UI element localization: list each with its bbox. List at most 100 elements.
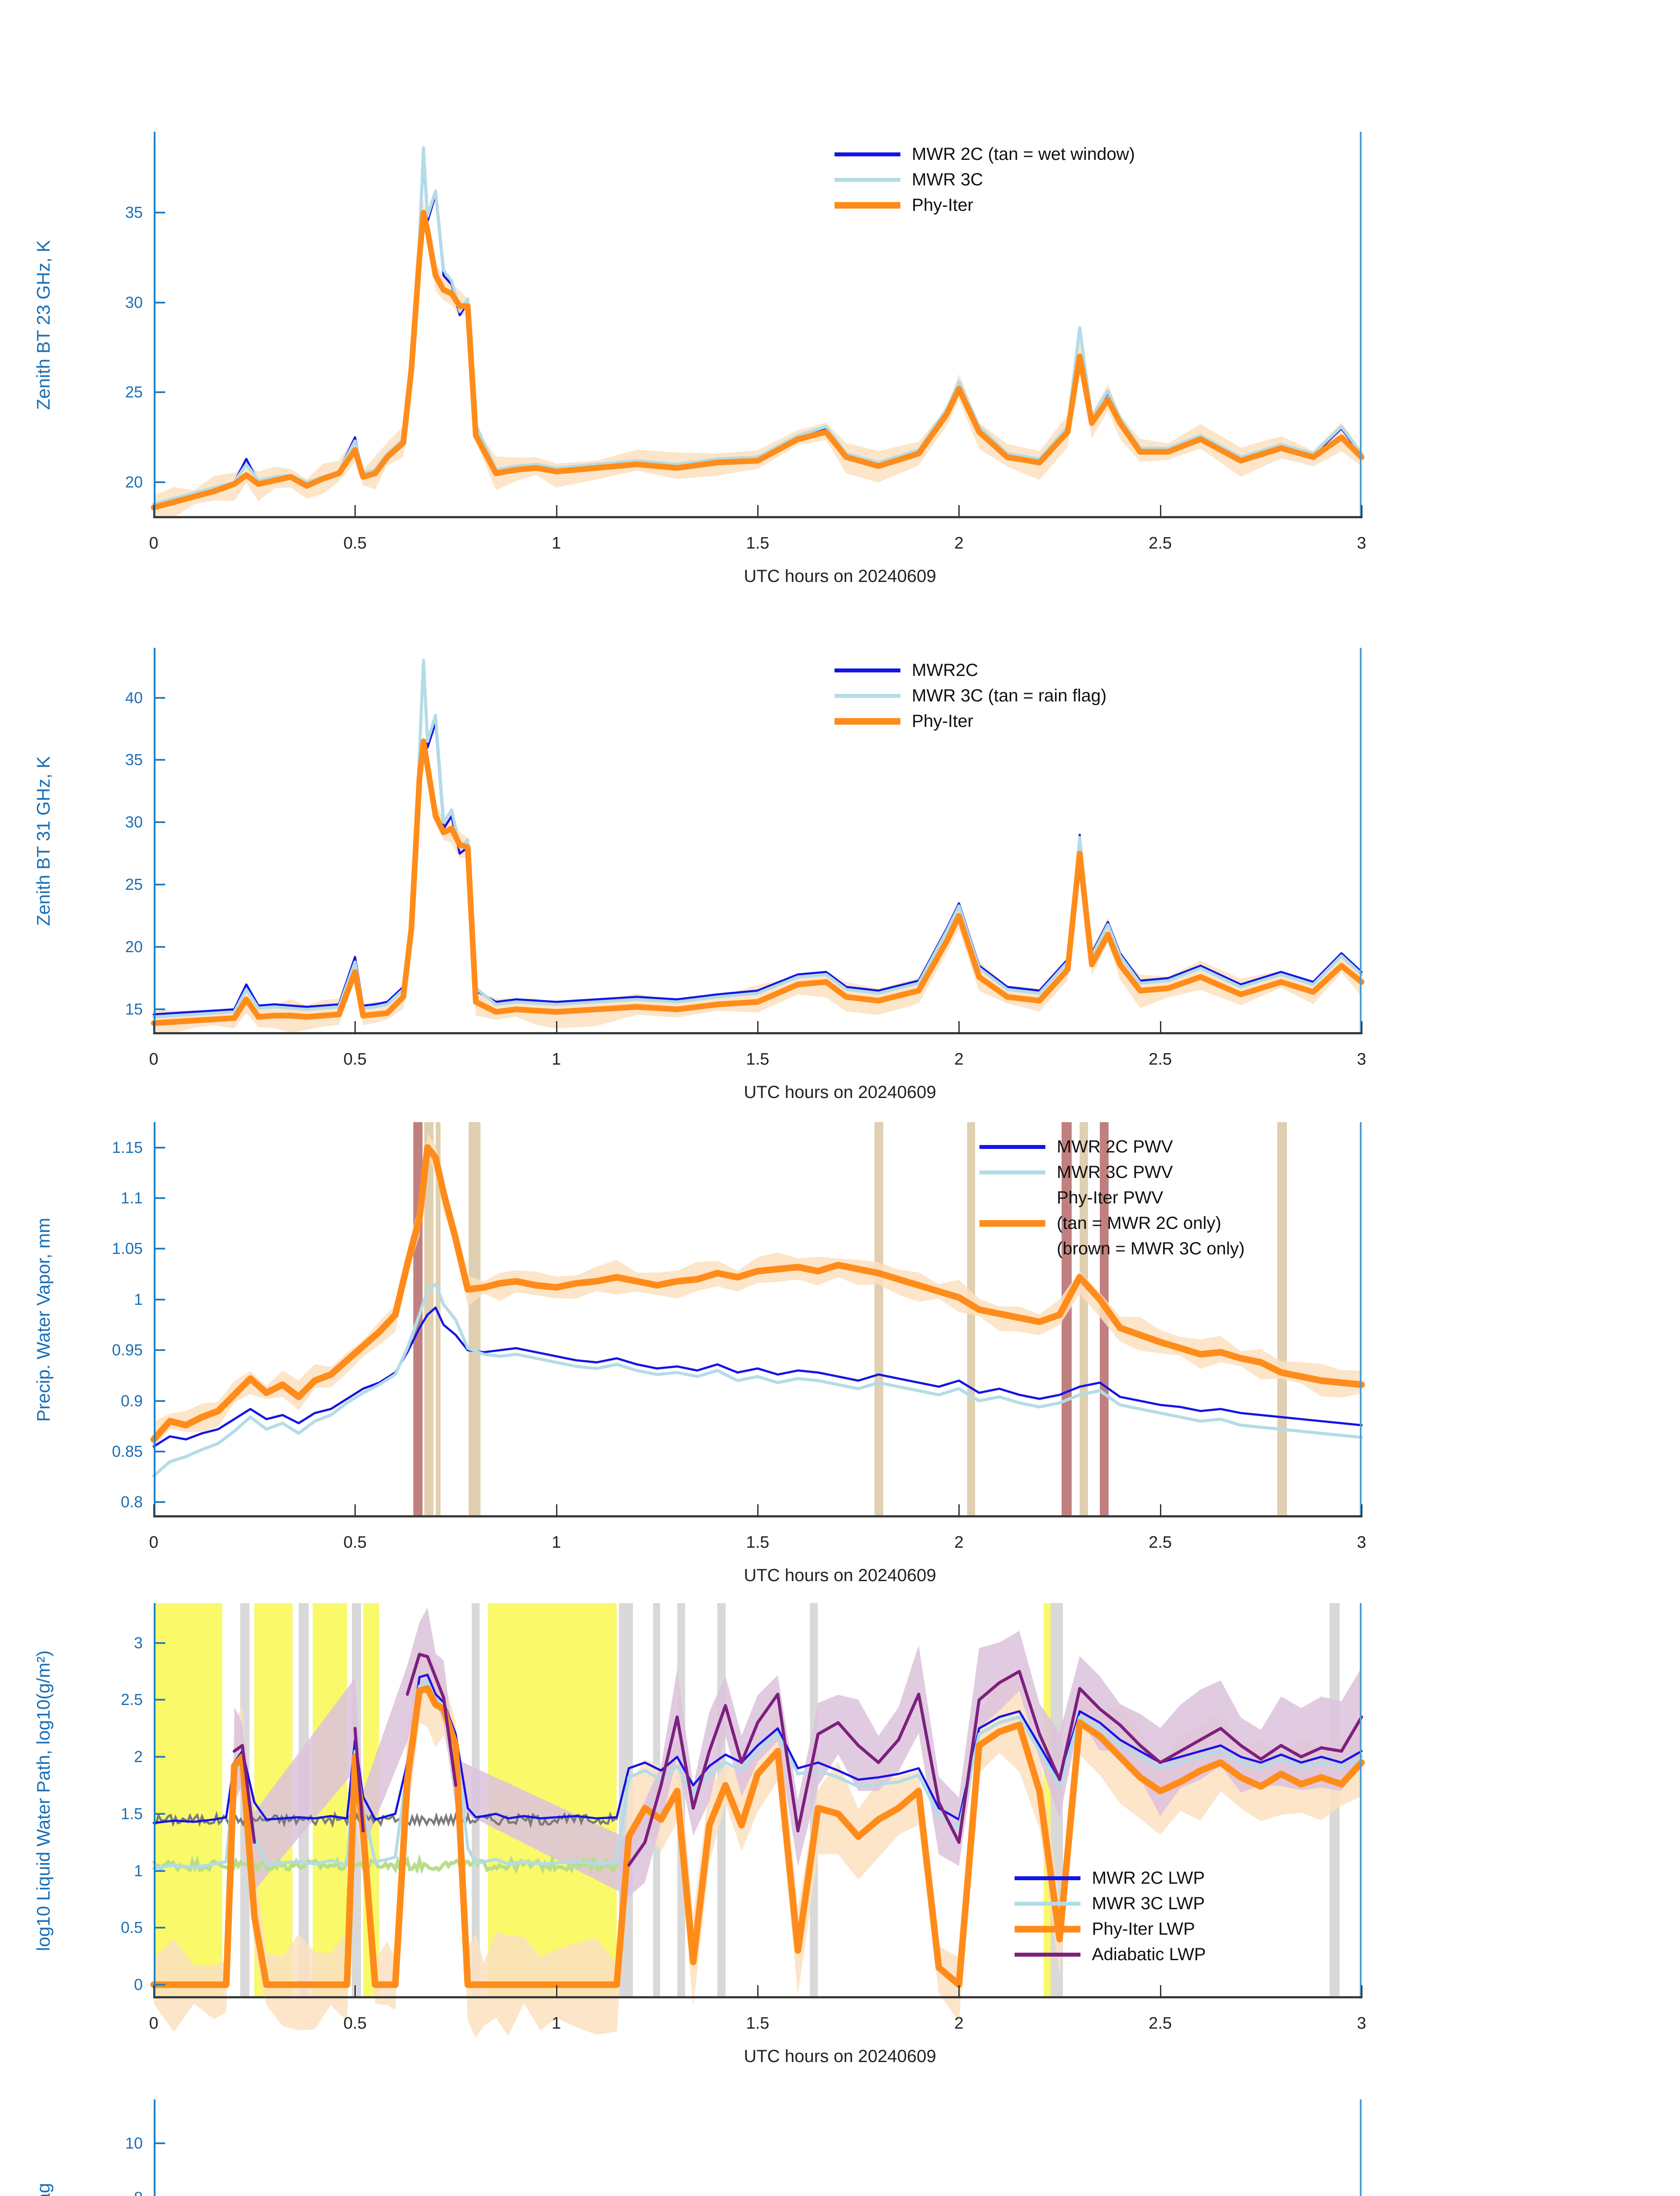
- legend-label: (tan = MWR 2C only): [1057, 1214, 1221, 1233]
- x-tick-label: 0.5: [343, 534, 367, 553]
- legend-swatch: [835, 693, 900, 698]
- x-tick-label: 2: [954, 2014, 964, 2033]
- legend-label: MWR 2C (tan = wet window): [912, 144, 1135, 164]
- legend-lwp: MWR 2C LWP MWR 3C LWP Phy-Iter LWP Adiabati…: [1015, 1867, 1206, 1968]
- x-tick: [1160, 1021, 1161, 1034]
- series-line: [152, 157, 1363, 507]
- x-tick: [354, 1985, 356, 1998]
- x-tick: [757, 1021, 759, 1034]
- x-tick: [757, 505, 759, 518]
- y-tick: [154, 212, 165, 214]
- x-tick-label: 3: [1357, 2014, 1366, 2033]
- series-line: [150, 1685, 1365, 1988]
- x-tick-label: 3: [1357, 1533, 1366, 1552]
- x-tick: [153, 505, 155, 518]
- x-tick: [1160, 505, 1161, 518]
- legend-swatch: [1015, 1925, 1080, 1932]
- y-axis-label: Zenith BT 31 GHz, K: [33, 756, 54, 926]
- x-tick: [153, 1985, 155, 1998]
- shaded-band: [1277, 1122, 1287, 1517]
- x-tick: [1361, 1021, 1362, 1034]
- shaded-band: [677, 1603, 685, 1998]
- legend-label: MWR 3C (tan = rain flag): [912, 686, 1107, 705]
- y-tick: [154, 481, 165, 484]
- legend-label: Phy-Iter PWV: [1057, 1188, 1163, 1207]
- x-axis-label: UTC hours on 20240609: [744, 1083, 936, 1102]
- y-tick: [154, 1927, 165, 1929]
- y-axis-line: [154, 132, 155, 518]
- series-line: [151, 209, 1365, 510]
- y-tick: [154, 1870, 165, 1872]
- x-tick: [153, 1504, 155, 1517]
- x-axis-label: UTC hours on 20240609: [744, 567, 936, 586]
- series-line: [152, 146, 1363, 506]
- legend-item: Phy-Iter: [835, 710, 1106, 733]
- x-tick: [958, 1504, 960, 1517]
- shaded-band: [154, 1603, 222, 1998]
- shaded-band: [810, 1603, 818, 1998]
- shaded-band: [413, 1122, 423, 1517]
- plot-area-pwv: [150, 1122, 1365, 1517]
- shaded-band: [424, 1122, 434, 1517]
- y-tick: [154, 1197, 165, 1199]
- y-tick-label: 1.1: [120, 1189, 143, 1207]
- x-tick: [757, 1985, 759, 1998]
- legend-item: MWR 3C: [835, 168, 1135, 191]
- x-tick: [354, 1504, 356, 1517]
- legend-bt23: MWR 2C (tan = wet window) MWR 3C Phy-Iter: [835, 143, 1135, 219]
- y-tick-label: 1.05: [112, 1239, 143, 1258]
- shaded-band: [254, 1603, 293, 1998]
- y-tick: [154, 1756, 165, 1758]
- series-line: [152, 1306, 1363, 1448]
- legend-item: MWR 3C PWV: [979, 1161, 1245, 1184]
- y-axis-line: [154, 2099, 155, 2196]
- legend-label: Phy-Iter: [912, 195, 974, 215]
- y-tick: [154, 759, 165, 761]
- legend-swatch: [835, 668, 900, 672]
- legend-swatch: [835, 718, 900, 725]
- legend-item: Phy-Iter LWP: [1015, 1918, 1206, 1940]
- y-tick-label: 25: [125, 383, 143, 401]
- shaded-band: [468, 1122, 481, 1517]
- x-tick-label: 1.5: [746, 1050, 770, 1069]
- y-tick: [154, 1699, 165, 1701]
- x-tick-label: 0: [149, 1533, 159, 1552]
- shaded-band: [240, 1603, 250, 1998]
- legend-label: MWR 3C PWV: [1057, 1163, 1173, 1182]
- x-tick-label: 2.5: [1149, 534, 1172, 553]
- legend-label: MWR2C: [912, 661, 979, 680]
- shaded-band: [653, 1603, 661, 1998]
- legend-label: (brown = MWR 3C only): [1057, 1239, 1245, 1258]
- y-tick-label: 35: [125, 203, 143, 222]
- y-tick-label: 8: [48, 2189, 143, 2196]
- shaded-band: [1062, 1122, 1072, 1517]
- legend-label: MWR 3C: [912, 170, 983, 189]
- legend-swatch: [835, 152, 900, 156]
- shaded-band: [1043, 1603, 1051, 1998]
- legend-swatch: [979, 1145, 1045, 1149]
- legend-pwv: MWR 2C PWV MWR 3C PWV Phy-Iter PWV (tan = M…: [979, 1135, 1245, 1263]
- y-axis-line: [154, 1603, 155, 1998]
- y-tick: [154, 1451, 165, 1452]
- legend-label: MWR 2C PWV: [1057, 1137, 1173, 1156]
- y-tick: [154, 1349, 165, 1351]
- series-line: [152, 1680, 1363, 1870]
- legend-item: MWR 2C LWP: [1015, 1867, 1206, 1889]
- y-tick-label: 20: [125, 473, 143, 491]
- x-tick: [958, 1985, 960, 1998]
- legend-item: MWR 3C (tan = rain flag): [835, 684, 1106, 707]
- y-tick-label: 1.5: [120, 1804, 143, 1823]
- legend-item: MWR 2C PWV: [979, 1135, 1245, 1158]
- legend-swatch: [1015, 1876, 1080, 1880]
- y-axis-line: [154, 648, 155, 1034]
- x-tick-label: 1: [552, 534, 561, 553]
- legend-swatch: [1015, 1901, 1080, 1906]
- y-axis-line: [154, 1122, 155, 1517]
- x-tick-label: 0: [149, 534, 159, 553]
- shaded-band: [313, 1603, 347, 1998]
- x-tick-label: 2.5: [1149, 1533, 1172, 1552]
